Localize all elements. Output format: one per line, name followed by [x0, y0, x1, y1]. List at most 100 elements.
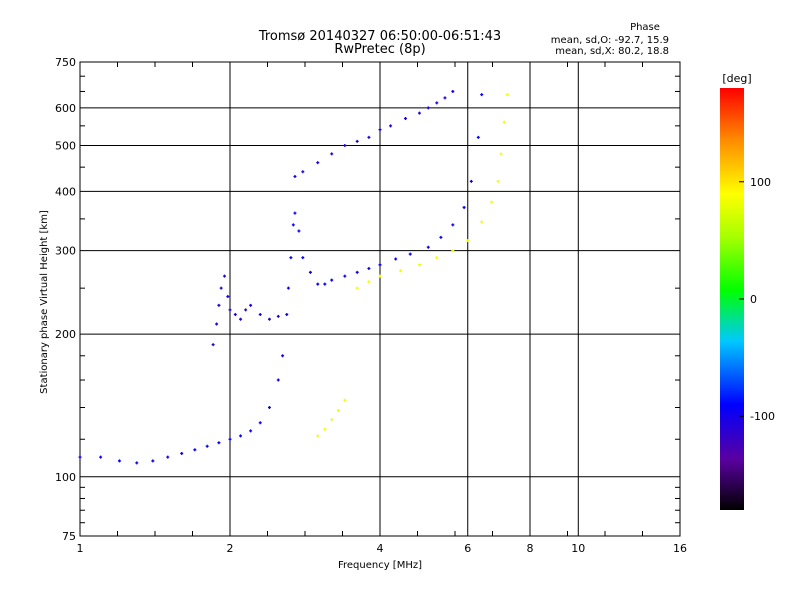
data-point: [249, 303, 253, 307]
data-point: [336, 408, 340, 412]
data-point: [293, 175, 297, 179]
colorbar-tick-label: 0: [750, 293, 757, 306]
data-point: [281, 354, 285, 358]
data-point: [355, 286, 359, 290]
y-tick-label: 400: [55, 185, 76, 198]
data-point: [394, 257, 398, 261]
y-axis-label: Stationary phase Virtual Height [km]: [39, 210, 50, 394]
data-point: [276, 314, 280, 318]
data-point: [490, 200, 494, 204]
data-point: [426, 245, 430, 249]
data-point: [217, 303, 221, 307]
y-tick-label: 75: [62, 530, 76, 543]
data-point: [228, 437, 232, 441]
y-tick-label: 200: [55, 328, 76, 341]
data-point: [451, 89, 455, 93]
data-point: [293, 211, 297, 215]
data-point: [439, 235, 443, 239]
data-point: [249, 429, 253, 433]
data-point: [426, 106, 430, 110]
data-point: [316, 161, 320, 165]
data-point: [367, 135, 371, 139]
data-point: [378, 274, 382, 278]
plot-area: 1 2 4 6 8 10 16 75 100 200 300 400 500 600 750: [55, 56, 687, 555]
data-point: [451, 249, 455, 253]
colorbar-tick-label: 100: [750, 176, 771, 189]
data-point: [301, 170, 305, 174]
x-tick-label: 4: [377, 542, 384, 555]
data-point: [291, 223, 295, 227]
data-point: [297, 229, 301, 233]
stats-line-o: mean, sd,O: -92.7, 15.9: [551, 35, 669, 46]
data-point: [228, 308, 232, 312]
data-point: [499, 152, 503, 156]
data-point: [399, 269, 403, 273]
chart-subtitle: RwPretec (8p): [334, 42, 425, 57]
data-point: [276, 378, 280, 382]
data-point: [258, 421, 262, 425]
data-point: [239, 434, 243, 438]
data-point: [462, 205, 466, 209]
data-point: [343, 398, 347, 402]
data-point: [355, 270, 359, 274]
data-point: [480, 93, 484, 97]
data-point: [466, 239, 470, 243]
data-point: [289, 256, 293, 260]
data-point: [226, 295, 230, 299]
x-tick-label: 1: [77, 542, 84, 555]
data-point: [343, 143, 347, 147]
data-point: [99, 455, 103, 459]
y-tick-label: 100: [55, 471, 76, 484]
data-point: [389, 124, 393, 128]
data-point: [367, 267, 371, 271]
colorbar-label: [deg]: [722, 72, 751, 85]
x-axis-label: Frequency [MHz]: [338, 560, 422, 571]
data-point: [301, 256, 305, 260]
data-point: [476, 135, 480, 139]
data-point: [435, 101, 439, 105]
x-tick-label: 10: [571, 542, 585, 555]
y-tick-label: 300: [55, 245, 76, 258]
data-point: [355, 139, 359, 143]
colorbar: [deg] 100 0 -100: [720, 72, 775, 510]
series-2: [211, 274, 280, 347]
data-point: [205, 444, 209, 448]
y-tick-label: 600: [55, 102, 76, 115]
data-point: [215, 322, 219, 326]
data-point: [378, 263, 382, 267]
data-point: [267, 317, 271, 321]
data-point: [408, 252, 412, 256]
series-1: [78, 93, 484, 465]
x-tick-label: 2: [227, 542, 234, 555]
data-point: [417, 111, 421, 115]
data-point: [78, 455, 82, 459]
data-point: [211, 343, 215, 347]
data-point: [502, 120, 506, 124]
data-point: [193, 448, 197, 452]
data-point: [316, 434, 320, 438]
stats-heading: Phase: [630, 22, 660, 33]
data-point: [367, 280, 371, 284]
x-tick-label: 8: [527, 542, 534, 555]
data-point: [135, 461, 139, 465]
data-point: [223, 274, 227, 278]
stats-line-x: mean, sd,X: 80.2, 18.8: [555, 46, 669, 57]
data-point: [217, 441, 221, 445]
data-point: [469, 179, 473, 183]
data-point: [267, 406, 271, 410]
chart-title: Tromsø 20140327 06:50:00-06:51:43: [258, 29, 501, 44]
data-point: [316, 282, 320, 286]
data-point: [496, 179, 500, 183]
data-point: [330, 152, 334, 156]
data-point: [166, 455, 170, 459]
data-point: [443, 96, 447, 100]
data-point: [117, 459, 121, 463]
data-point: [417, 263, 421, 267]
data-point: [180, 451, 184, 455]
series-4: [316, 93, 509, 438]
data-point: [244, 308, 248, 312]
data-point: [151, 459, 155, 463]
colorbar-ticks: 100 0 -100: [739, 176, 775, 423]
data-point: [378, 128, 382, 132]
